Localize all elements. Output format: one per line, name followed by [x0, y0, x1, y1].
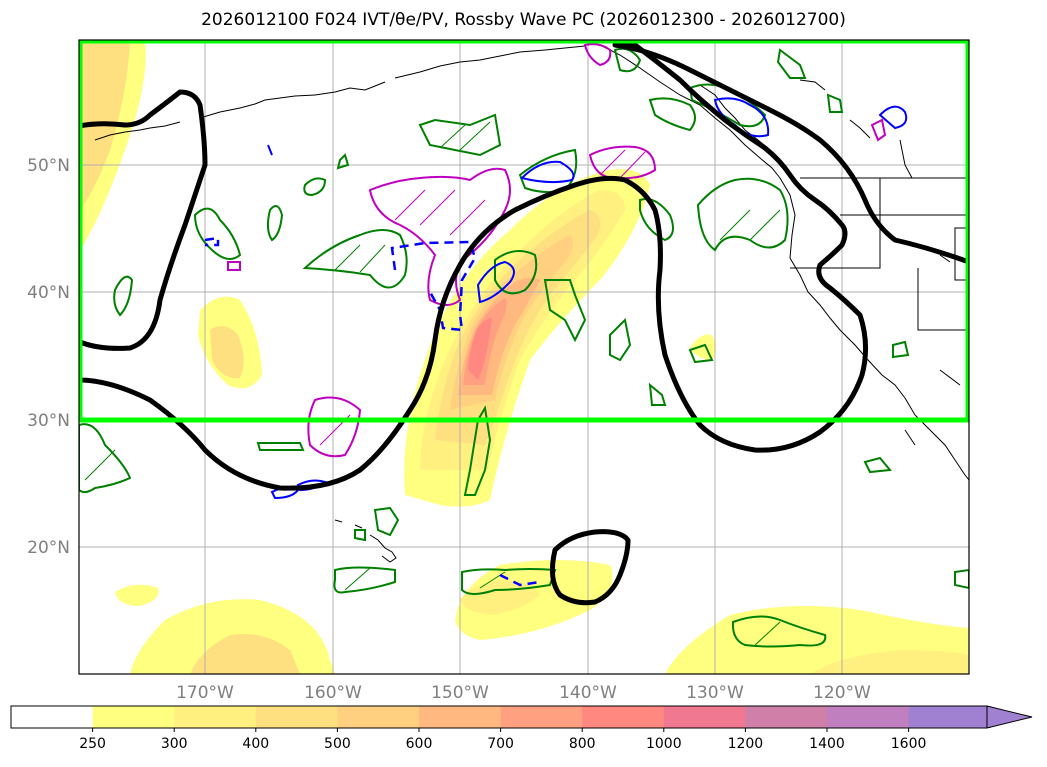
colorbar-labels: 250 300 400 500 600 700 800 1000 1200 1400 1600	[79, 736, 926, 752]
colorbar-cell	[174, 706, 257, 728]
lon-label-160w: 160°W	[304, 683, 362, 703]
lon-label-170w: 170°W	[176, 683, 234, 703]
latitude-labels: 50°N 40°N 30°N 20°N	[27, 156, 70, 558]
colorbar-cell	[745, 706, 828, 728]
lat-label-50n: 50°N	[27, 156, 70, 176]
lat-label-40n: 40°N	[27, 283, 70, 303]
colorbar-extend-arrow	[986, 705, 1033, 729]
colorbar-cell	[337, 706, 420, 728]
lon-label-130w: 130°W	[686, 683, 744, 703]
longitude-labels: 170°W 160°W 150°W 140°W 130°W 120°W	[176, 683, 871, 703]
colorbar: 250 300 400 500 600 700 800 1000 1200 1400 1600	[10, 705, 1033, 752]
pv-green-contours	[79, 47, 969, 648]
lat-label-30n: 30°N	[27, 411, 70, 431]
map-title: 2026012100 F024 IVT/θe/PV, Rossby Wave P…	[201, 10, 846, 30]
pv-blue-dashed	[204, 236, 541, 587]
colorbar-label: 300	[161, 736, 188, 752]
map-plot-area	[79, 40, 969, 674]
colorbar-cell	[92, 706, 175, 728]
colorbar-label: 250	[79, 736, 106, 752]
colorbar-label: 600	[406, 736, 433, 752]
colorbar-label: 500	[324, 736, 351, 752]
lat-label-20n: 20°N	[27, 538, 70, 558]
colorbar-cell	[582, 706, 665, 728]
colorbar-ticks	[92, 728, 910, 732]
highlight-box	[79, 40, 969, 423]
colorbar-cell	[827, 706, 910, 728]
colorbar-cells	[11, 706, 991, 728]
colorbar-label: 800	[569, 736, 596, 752]
map-frame	[78, 39, 970, 675]
pv-green-hatching	[84, 121, 781, 646]
colorbar-cell	[419, 706, 502, 728]
lon-label-120w: 120°W	[813, 683, 871, 703]
colorbar-label: 400	[242, 736, 269, 752]
colorbar-frame	[10, 705, 988, 729]
colorbar-cell	[500, 706, 583, 728]
lon-label-140w: 140°W	[559, 683, 617, 703]
colorbar-cell	[255, 706, 338, 728]
colorbar-label: 1600	[891, 736, 927, 752]
lon-label-150w: 150°W	[431, 683, 489, 703]
colorbar-label: 1200	[728, 736, 764, 752]
ivt-shading	[79, 40, 969, 674]
colorbar-label: 1000	[646, 736, 682, 752]
colorbar-cell	[11, 706, 94, 728]
rossby-wave-contour	[79, 40, 969, 606]
colorbar-cell	[908, 706, 991, 728]
colorbar-cell	[663, 706, 746, 728]
colorbar-label: 700	[487, 736, 514, 752]
colorbar-label: 1400	[809, 736, 845, 752]
